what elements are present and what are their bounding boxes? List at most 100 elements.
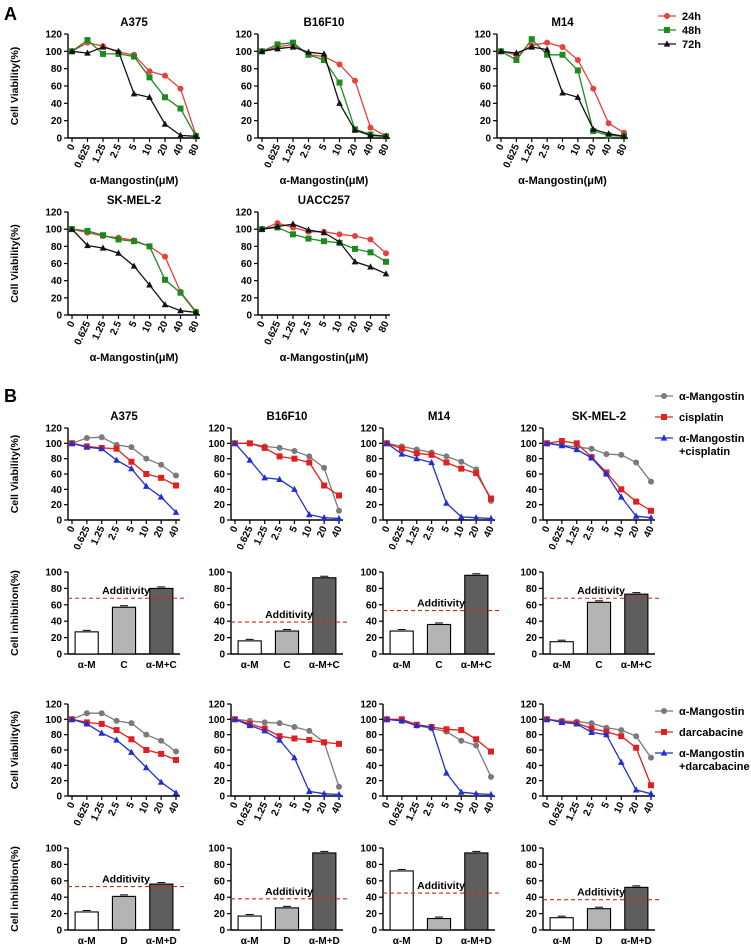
x-tick-label: 20	[315, 524, 330, 539]
y-tick-label: 20	[366, 633, 378, 644]
data-point	[497, 47, 505, 54]
data-point	[173, 748, 179, 755]
x-tick-label: 20	[584, 142, 599, 157]
y-tick-label: 60	[51, 746, 63, 757]
x-tick-label: 10	[452, 800, 467, 815]
y-tick-label: 40	[51, 617, 63, 628]
x-axis-title: α-Mangostin(μM)	[518, 175, 607, 187]
y-tick-label: 20	[214, 633, 226, 644]
x-tick-label: 5	[556, 142, 569, 152]
data-point	[146, 243, 153, 250]
data-point	[291, 754, 298, 761]
data-point	[487, 514, 495, 522]
data-point	[336, 740, 342, 747]
y-tick-label: 100	[45, 715, 62, 726]
y-tick-label: 0	[371, 926, 377, 937]
data-point	[336, 61, 343, 68]
x-tick-label: 20	[156, 142, 171, 157]
y-tick-label: 20	[51, 293, 63, 304]
y-tick-label: 100	[520, 715, 537, 726]
data-point	[246, 440, 253, 447]
y-tick-label: 0	[246, 134, 252, 145]
data-point	[291, 724, 298, 730]
data-point	[398, 450, 406, 457]
x-tick-label: 2.5	[421, 800, 437, 818]
additivity-label: Additivity	[102, 874, 150, 886]
data-point	[128, 465, 135, 472]
x-tick-label: 0	[228, 800, 241, 810]
additivity-label: Additivity	[577, 585, 625, 597]
y-tick-label: 100	[45, 225, 62, 236]
y-tick-label: 0	[56, 516, 62, 527]
data-point	[633, 498, 640, 505]
y-tick-label: 80	[366, 730, 378, 741]
legend-marker	[663, 40, 671, 47]
data-point	[398, 445, 405, 452]
x-tick-label: 0	[65, 800, 78, 810]
y-tick-label: 40	[214, 761, 226, 772]
data-point	[513, 49, 520, 56]
x-tick-label: 1.25	[89, 800, 107, 823]
x-tick-label: 1.25	[404, 800, 422, 823]
data-point	[261, 719, 268, 726]
x-tick-label: D	[283, 936, 290, 947]
data-point	[367, 131, 374, 138]
data-point	[443, 769, 450, 776]
x-tick-label: 0	[494, 142, 507, 152]
bar	[149, 883, 174, 931]
data-point	[383, 258, 389, 265]
x-tick-label: C	[120, 660, 127, 671]
legend-marker	[660, 749, 668, 756]
data-point	[543, 46, 551, 53]
data-point	[113, 717, 120, 724]
y-tick-label: 60	[51, 259, 63, 270]
bar	[464, 852, 489, 931]
x-tick-label: 2.5	[269, 800, 285, 818]
data-point	[290, 39, 296, 46]
y-tick-label: 100	[360, 439, 377, 450]
series-line-2	[546, 718, 652, 795]
y-tick-label: 60	[366, 600, 378, 611]
x-axis-title: α-Mangostin(μM)	[280, 175, 369, 187]
legend-marker	[664, 27, 670, 33]
data-point	[617, 493, 625, 500]
bar	[237, 915, 262, 931]
legend-label: cisplatin	[679, 412, 724, 424]
legend-label: darcabacine	[679, 727, 743, 739]
y-axis-title: Cell Viability(%)	[9, 47, 21, 126]
data-point	[558, 442, 566, 449]
data-point	[336, 492, 342, 499]
data-point	[413, 450, 420, 457]
y-axis-title: Cell inhibition(%)	[9, 570, 21, 656]
data-point	[131, 53, 137, 60]
data-point	[131, 238, 137, 245]
data-point	[177, 131, 184, 138]
x-tick-label: 80	[187, 142, 202, 157]
y-tick-label: 20	[366, 909, 378, 920]
data-point	[367, 249, 374, 256]
y-tick-label: 60	[214, 746, 226, 757]
data-point	[321, 57, 327, 63]
data-point	[158, 750, 165, 757]
x-tick-label: D	[595, 936, 602, 947]
y-tick-label: 0	[246, 311, 252, 322]
y-tick-label: 20	[51, 500, 63, 511]
x-tick-label: 40	[642, 800, 657, 815]
x-tick-label: 0	[65, 524, 78, 534]
data-point	[84, 241, 91, 249]
bar	[549, 917, 574, 931]
y-tick-label: 0	[56, 792, 62, 803]
data-point	[336, 99, 343, 106]
series-line-2	[386, 442, 492, 520]
data-point	[321, 238, 327, 245]
data-point	[559, 44, 566, 50]
series-line-2	[71, 442, 177, 513]
x-tick-label: 20	[627, 800, 642, 815]
